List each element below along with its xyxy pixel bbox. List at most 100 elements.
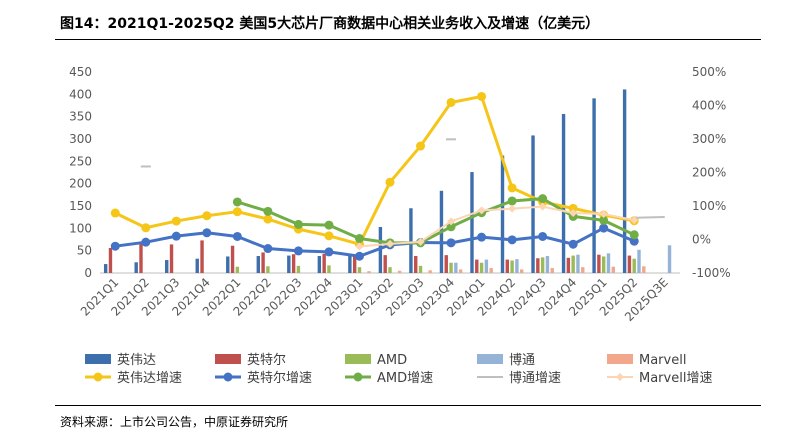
marker-amd_growth xyxy=(232,197,242,207)
bar-amd xyxy=(601,256,606,273)
marker-nvidia_growth xyxy=(446,97,456,107)
bar-intel xyxy=(108,247,113,273)
bar-nvidia xyxy=(348,253,352,273)
source-note: 资料来源：上市公司公告，中原证券研究所 xyxy=(60,415,289,429)
bar-amd xyxy=(296,265,301,273)
marker-marvell_growth xyxy=(630,216,639,225)
bar-broadcom xyxy=(454,262,458,273)
bar-intel xyxy=(383,255,387,273)
legend-marker-marvell_growth xyxy=(616,373,624,381)
legend-label: 博通 xyxy=(509,353,535,368)
chart-title: 图14：2021Q1-2025Q2 美国5大芯片厂商数据中心相关业务收入及增速（… xyxy=(60,16,600,32)
marker-marvell_growth xyxy=(569,209,578,218)
marker-intel_growth xyxy=(599,223,609,233)
y-left-tick-label: 200 xyxy=(69,177,92,191)
y-right-tick-label: 500% xyxy=(692,65,726,79)
bar-intel xyxy=(230,245,235,273)
bar-marvell xyxy=(458,269,463,273)
legend-label: 英伟达 xyxy=(117,353,156,368)
line-marvell_growth xyxy=(359,205,635,248)
bar-nvidia xyxy=(256,256,260,273)
y-left-tick-label: 450 xyxy=(69,65,92,79)
bar-broadcom xyxy=(545,256,550,273)
marker-nvidia_growth xyxy=(232,207,242,217)
marker-amd_growth xyxy=(507,196,517,206)
bar-nvidia xyxy=(226,256,230,273)
marker-marvell_growth xyxy=(508,204,517,213)
line-nvidia_growth xyxy=(114,94,635,246)
marker-amd_growth xyxy=(354,233,364,243)
marker-amd_growth xyxy=(446,222,456,232)
legend-label: Marvell xyxy=(639,353,686,368)
marker-marvell_growth xyxy=(416,237,425,246)
marker-marvell_growth xyxy=(599,210,608,219)
bar-broadcom xyxy=(667,245,672,273)
bar-marvell xyxy=(611,266,615,273)
marker-intel_growth xyxy=(171,231,181,241)
bar-intel xyxy=(536,258,540,273)
marker-nvidia_growth xyxy=(110,208,120,218)
y-right-tick-label: 400% xyxy=(692,99,726,113)
bar-amd xyxy=(449,262,453,273)
legend-marker-amd_growth xyxy=(353,372,363,382)
bar-nvidia xyxy=(531,135,535,273)
bar-marvell xyxy=(520,269,524,273)
marker-nvidia_growth xyxy=(141,223,151,233)
bar-amd xyxy=(540,257,545,273)
legend-swatch-broadcom xyxy=(477,354,503,364)
marker-marvell_growth xyxy=(386,239,394,248)
bar-intel xyxy=(475,259,479,273)
marker-nvidia_growth xyxy=(568,203,578,213)
marker-amd_growth xyxy=(538,194,548,204)
legend-label: AMD增速 xyxy=(377,371,433,386)
bar-amd xyxy=(418,265,423,273)
title-rule xyxy=(55,39,761,40)
bar-amd xyxy=(632,258,636,273)
marker-amd_growth xyxy=(293,219,303,229)
bar-intel xyxy=(322,253,326,273)
marker-nvidia_growth xyxy=(507,183,517,193)
legend-label: 博通增速 xyxy=(509,371,561,386)
marker-amd_growth xyxy=(324,220,334,230)
bar-nvidia xyxy=(592,98,596,273)
bar-marvell xyxy=(397,270,402,273)
marker-amd_growth xyxy=(599,215,609,225)
marker-intel_growth xyxy=(354,251,364,261)
line-intel_growth xyxy=(115,226,635,258)
bar-broadcom xyxy=(484,259,489,273)
bar-nvidia xyxy=(134,262,138,273)
y-left-tick-label: 250 xyxy=(69,154,92,168)
bar-amd xyxy=(235,266,240,273)
marker-marvell_growth xyxy=(355,242,364,251)
marker-intel_growth xyxy=(263,244,273,254)
marker-intel_growth xyxy=(293,246,303,256)
marker-intel_growth xyxy=(538,231,548,241)
bar-intel xyxy=(414,256,418,273)
legend-label: Marvell增速 xyxy=(639,371,712,386)
y-right-tick-label: -100% xyxy=(692,266,731,280)
y-left-tick-label: 300 xyxy=(69,132,92,146)
marker-intel_growth xyxy=(446,238,456,248)
bar-amd xyxy=(479,262,484,273)
bar-broadcom xyxy=(515,259,519,273)
marker-marvell_growth xyxy=(538,202,547,211)
marker-intel_growth xyxy=(202,228,212,238)
bar-nvidia xyxy=(103,264,108,273)
bar-broadcom xyxy=(637,249,641,273)
bar-intel xyxy=(444,255,448,273)
line-amd_growth xyxy=(236,197,635,245)
legend-swatch-intel xyxy=(215,354,241,364)
bar-intel xyxy=(169,244,174,273)
bar-marvell xyxy=(367,271,371,273)
marker-intel_growth xyxy=(141,237,151,247)
marker-nvidia_growth xyxy=(385,177,395,187)
bar-amd xyxy=(266,266,270,273)
bar-intel xyxy=(200,240,204,273)
marker-nvidia_growth xyxy=(202,211,212,221)
marker-amd_growth xyxy=(629,230,639,240)
bar-broadcom xyxy=(576,254,580,273)
y-left-tick-label: 0 xyxy=(84,266,92,280)
source-rule xyxy=(55,405,761,406)
marker-marvell_growth xyxy=(447,217,456,226)
bar-nvidia xyxy=(287,255,291,273)
